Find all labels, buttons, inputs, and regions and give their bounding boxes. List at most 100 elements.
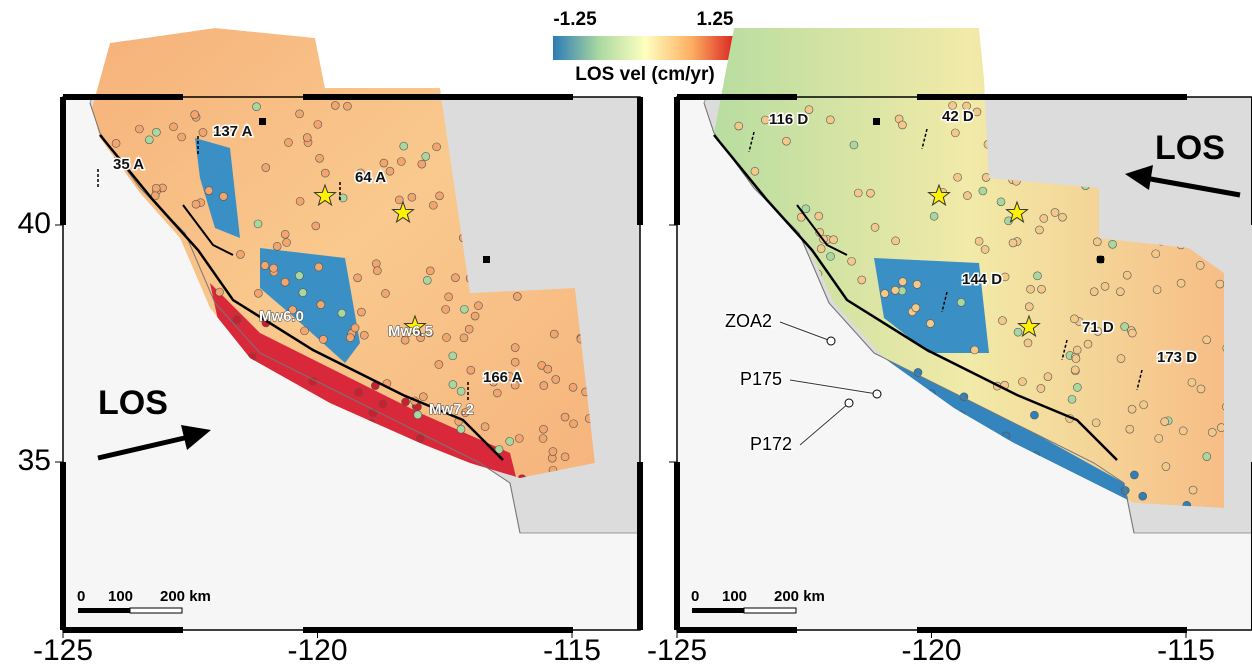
gps-site: [1024, 339, 1032, 347]
gps-site: [973, 108, 981, 116]
gps-site: [871, 223, 879, 231]
gps-site: [418, 160, 426, 168]
gps-site: [442, 333, 450, 341]
gps-site: [215, 288, 223, 296]
site-square: [873, 118, 880, 125]
gps-site: [426, 267, 434, 275]
scale-label: 200 km: [160, 588, 211, 605]
gps-site: [963, 192, 971, 200]
gps-site: [1162, 463, 1170, 471]
x-tick-label: -125: [33, 634, 93, 667]
gps-site: [830, 236, 838, 244]
gps-site: [550, 330, 558, 338]
gps-site: [1025, 303, 1033, 311]
gps-site: [1058, 213, 1066, 221]
gps-site: [1093, 238, 1101, 246]
gps-site: [854, 189, 862, 197]
los-label: LOS: [98, 384, 168, 422]
gps-site: [400, 142, 408, 150]
site-square: [483, 256, 490, 263]
gps-site: [449, 381, 457, 389]
gps-site: [540, 382, 548, 390]
gps-site: [1030, 411, 1038, 419]
gps-site: [1130, 471, 1138, 479]
gps-site: [1084, 340, 1092, 348]
gps-site: [178, 133, 186, 141]
y-tick-label: 35: [18, 444, 51, 477]
gps-site: [817, 245, 825, 253]
gps-site: [303, 134, 311, 142]
scale-label: 0: [691, 588, 699, 605]
gps-site: [511, 344, 519, 352]
gps-site: [1037, 384, 1045, 392]
gps-site: [281, 278, 289, 286]
gps-site: [319, 335, 327, 343]
station-label: P175: [740, 369, 782, 389]
gps-site: [317, 301, 325, 309]
gps-site: [979, 187, 987, 195]
gps-site: [858, 276, 866, 284]
gps-site: [1123, 271, 1131, 279]
gps-site: [397, 157, 405, 165]
scale-label: 100: [722, 588, 747, 605]
gps-site: [735, 122, 743, 130]
gps-site: [422, 152, 430, 160]
gps-site: [1072, 355, 1080, 363]
gps-site: [1177, 279, 1185, 287]
gps-site: [354, 274, 362, 282]
gps-site: [1073, 383, 1081, 391]
y-tick-label: 40: [18, 207, 51, 240]
gps-site: [899, 278, 907, 286]
track-label: 137 A: [213, 123, 253, 140]
gps-site: [782, 137, 790, 145]
gps-site: [827, 252, 835, 260]
gps-site: [433, 143, 441, 151]
x-tick-label: -115: [543, 634, 601, 667]
gps-site: [1001, 273, 1009, 281]
x-tick-label: -120: [287, 634, 347, 667]
gps-site: [1189, 486, 1197, 494]
gps-site: [408, 193, 416, 201]
gps-site: [539, 435, 547, 443]
gps-site: [544, 365, 552, 373]
gps-site: [451, 274, 459, 282]
gps-site: [386, 167, 394, 175]
gps-site: [262, 164, 270, 172]
gps-site: [1071, 366, 1079, 374]
gps-site: [360, 331, 368, 339]
gps-site: [539, 425, 547, 433]
gps-site: [511, 358, 519, 366]
gps-site: [314, 120, 322, 128]
gps-site: [1216, 280, 1224, 288]
scale-bar: [130, 608, 182, 613]
gps-site: [1152, 250, 1160, 258]
x-tick-label: -115: [1157, 634, 1215, 667]
gps-site: [1128, 405, 1136, 413]
gps-site: [170, 123, 178, 131]
gps-site: [312, 222, 320, 230]
frame-bar: [63, 627, 183, 633]
gps-site: [442, 305, 450, 313]
track-label: 116 D: [769, 111, 808, 128]
site-square: [1097, 256, 1104, 263]
track-label: 64 A: [355, 169, 386, 186]
gps-site: [321, 169, 329, 177]
gps-site: [1197, 385, 1205, 393]
gps-site: [369, 409, 377, 417]
gps-site: [975, 237, 983, 245]
track-label: 173 D: [1157, 349, 1197, 366]
gps-site: [299, 289, 307, 297]
gps-site: [273, 242, 281, 250]
gps-site: [381, 289, 389, 297]
x-tick-label: -120: [901, 634, 961, 667]
gps-site: [1116, 288, 1124, 296]
gps-site: [926, 320, 934, 328]
gps-site: [270, 264, 278, 272]
scale-label: 200 km: [774, 588, 825, 605]
gps-site: [429, 201, 437, 209]
gps-site: [460, 334, 468, 342]
gps-site: [1208, 428, 1216, 436]
gps-site: [253, 103, 261, 111]
gps-site: [416, 434, 424, 442]
